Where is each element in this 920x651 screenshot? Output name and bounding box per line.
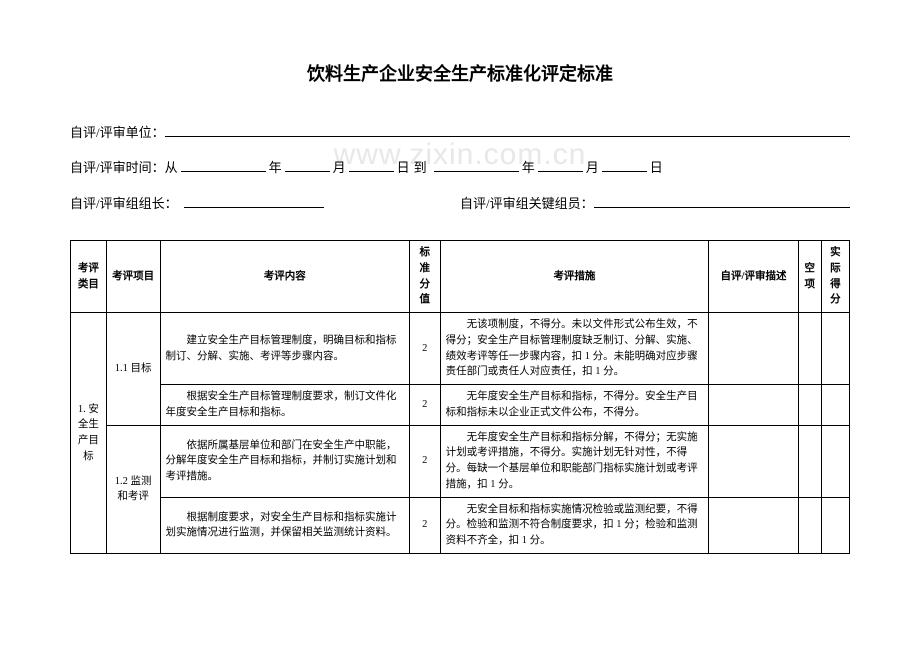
form-header: 自评/评审单位： 自评/评审时间：从 年 月 日 到 年 月 日 自评/评审组组… <box>70 121 850 215</box>
empty-cell <box>798 385 821 426</box>
desc-cell <box>709 313 799 385</box>
content-cell: 建立安全生产目标管理制度，明确目标和指标制订、分解、实施、考评等步骤内容。 <box>160 313 409 385</box>
table-header-row: 考评类目 考评项目 考评内容 标准分值 考评措施 自评/评审描述 空项 实际得分 <box>71 241 850 313</box>
actual-cell <box>821 497 849 553</box>
document-title: 饮料生产企业安全生产标准化评定标准 <box>70 60 850 86</box>
year1-blank <box>181 156 266 172</box>
leader-blank <box>184 192 324 208</box>
item-cell-11: 1.1 目标 <box>106 313 160 426</box>
day1-text: 日 <box>397 156 410 179</box>
header-actual: 实际得分 <box>821 241 849 313</box>
desc-cell <box>709 497 799 553</box>
actual-cell <box>821 425 849 497</box>
measure-cell: 无年度安全生产目标和指标分解，不得分；无实施计划或考评措施，不得分。实施计划无针… <box>440 425 709 497</box>
day2-text: 日 <box>650 156 663 179</box>
empty-cell <box>798 313 821 385</box>
leader-label: 自评/评审组组长： <box>70 196 178 211</box>
header-category: 考评类目 <box>71 241 107 313</box>
desc-cell <box>709 425 799 497</box>
year2-blank <box>434 156 519 172</box>
header-item: 考评项目 <box>106 241 160 313</box>
empty-cell <box>798 497 821 553</box>
header-empty: 空项 <box>798 241 821 313</box>
table-row: 1.2 监测和考评 依据所属基层单位和部门在安全生产中职能，分解年度安全生产目标… <box>71 425 850 497</box>
score-cell: 2 <box>409 497 440 553</box>
content-cell: 依据所属基层单位和部门在安全生产中职能，分解年度安全生产目标和指标，并制订实施计… <box>160 425 409 497</box>
header-desc: 自评/评审描述 <box>709 241 799 313</box>
unit-line: 自评/评审单位： <box>70 121 850 144</box>
month2-blank <box>538 156 583 172</box>
measure-cell: 无该项制度，不得分。未以文件形式公布生效，不得分；安全生产目标管理制度缺乏制订、… <box>440 313 709 385</box>
month1-text: 月 <box>333 156 346 179</box>
measure-cell: 无年度安全生产目标和指标，不得分。安全生产目标和指标未以企业正式文件公布，不得分… <box>440 385 709 426</box>
month1-blank <box>285 156 330 172</box>
category-cell: 1. 安全生产目标 <box>71 313 107 554</box>
leader-members-line: 自评/评审组组长： 自评/评审组关键组员： <box>70 192 850 215</box>
content-cell: 根据安全生产目标管理制度要求，制订文件化年度安全生产目标和指标。 <box>160 385 409 426</box>
unit-label: 自评/评审单位： <box>70 121 165 144</box>
actual-cell <box>821 385 849 426</box>
members-label: 自评/评审组关键组员： <box>460 192 594 215</box>
item-cell-12: 1.2 监测和考评 <box>106 425 160 553</box>
year2-text: 年 <box>522 156 535 179</box>
unit-blank <box>165 121 850 137</box>
header-content: 考评内容 <box>160 241 409 313</box>
content-cell: 根据制度要求，对安全生产目标和指标实施计划实施情况进行监测，并保留相关监测统计资… <box>160 497 409 553</box>
day2-blank <box>602 156 647 172</box>
table-row: 根据安全生产目标管理制度要求，制订文件化年度安全生产目标和指标。 2 无年度安全… <box>71 385 850 426</box>
time-line: 自评/评审时间：从 年 月 日 到 年 月 日 <box>70 156 850 179</box>
table-row: 1. 安全生产目标 1.1 目标 建立安全生产目标管理制度，明确目标和指标制订、… <box>71 313 850 385</box>
empty-cell <box>798 425 821 497</box>
score-cell: 2 <box>409 385 440 426</box>
day1-blank <box>349 156 394 172</box>
members-blank <box>594 192 850 208</box>
year1-text: 年 <box>269 156 282 179</box>
score-cell: 2 <box>409 313 440 385</box>
evaluation-table: 考评类目 考评项目 考评内容 标准分值 考评措施 自评/评审描述 空项 实际得分… <box>70 240 850 554</box>
header-measure: 考评措施 <box>440 241 709 313</box>
header-std-score: 标准分值 <box>409 241 440 313</box>
table-row: 根据制度要求，对安全生产目标和指标实施计划实施情况进行监测，并保留相关监测统计资… <box>71 497 850 553</box>
score-cell: 2 <box>409 425 440 497</box>
desc-cell <box>709 385 799 426</box>
measure-cell: 无安全目标和指标实施情况检验或监测纪要，不得分。检验和监测不符合制度要求，扣 1… <box>440 497 709 553</box>
time-label: 自评/评审时间：从 <box>70 156 178 179</box>
month2-text: 月 <box>586 156 599 179</box>
actual-cell <box>821 313 849 385</box>
to-text: 到 <box>414 156 427 179</box>
